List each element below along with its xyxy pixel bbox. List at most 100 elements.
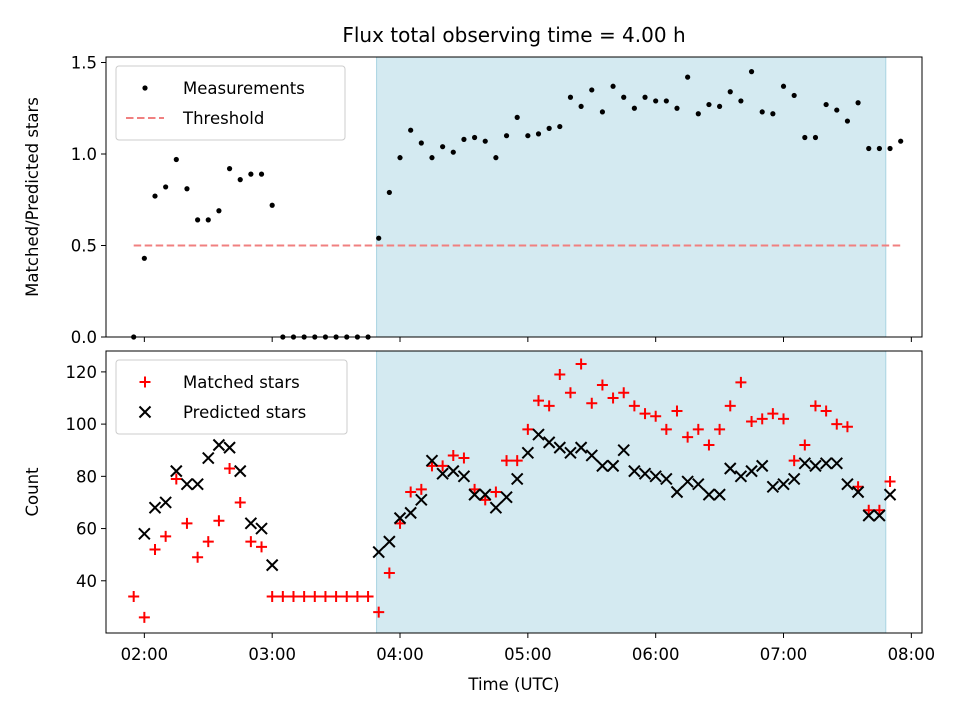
legend-label: Matched stars	[183, 373, 300, 392]
measurement-point	[482, 138, 488, 144]
predicted-stars-point	[138, 527, 151, 540]
matched-stars-point	[394, 517, 406, 529]
measurement-point	[514, 114, 520, 120]
matched-stars-point	[863, 504, 875, 516]
matched-stars-point	[213, 515, 225, 527]
x-tick-label: 04:00	[376, 645, 424, 664]
matched-stars-point	[309, 590, 321, 602]
matched-stars-point	[533, 395, 545, 407]
matched-stars-point	[543, 400, 555, 412]
measurement-point	[770, 111, 776, 117]
measurement-point	[226, 166, 233, 172]
x-tick-label: 05:00	[504, 645, 552, 664]
matched-stars-point	[437, 460, 449, 472]
matched-stars-point	[277, 590, 289, 602]
predicted-stars-point	[500, 491, 513, 504]
matched-stars-point	[522, 423, 534, 435]
matched-stars-point	[671, 405, 683, 417]
matched-stars-point	[202, 536, 214, 548]
matched-stars-point	[703, 439, 715, 451]
measurement-point	[471, 134, 478, 141]
predicted-stars-point	[830, 457, 843, 470]
predicted-stars-point	[223, 441, 236, 454]
measurement-point	[397, 155, 403, 161]
measurement-point	[589, 87, 595, 93]
predicted-stars-point	[244, 517, 258, 530]
matched-stars-point	[128, 590, 140, 602]
legend-label: Predicted stars	[183, 403, 306, 422]
measurement-point	[599, 109, 606, 115]
measurement-point	[269, 202, 275, 208]
measurement-point	[621, 94, 627, 100]
measurement-point	[386, 189, 392, 196]
predicted-stars-point	[564, 446, 577, 460]
matched-stars-point	[554, 369, 566, 380]
measurement-point	[780, 83, 787, 89]
predicted-stars-point	[819, 457, 833, 470]
plot-frame	[105, 350, 923, 634]
predicted-stars-point	[862, 509, 875, 522]
matched-stars-point	[682, 431, 694, 443]
observing-window-span	[376, 351, 886, 633]
y-tick-label: 0.5	[71, 236, 97, 255]
matched-stars-point	[607, 392, 619, 404]
measurement-point	[440, 144, 446, 150]
matched-stars-point	[287, 590, 299, 602]
chart-title: Flux total observing time = 4.00 h	[342, 23, 685, 47]
matched-stars-point	[650, 410, 662, 422]
matched-stars-point	[256, 541, 268, 553]
measurement-point	[663, 98, 669, 104]
predicted-stars-point	[798, 457, 812, 470]
legend-swatch	[139, 376, 151, 388]
predicted-stars-point	[596, 459, 609, 473]
predicted-stars-point	[724, 462, 737, 475]
predicted-stars-point	[851, 485, 865, 499]
predicted-stars-point	[159, 496, 172, 509]
matched-stars-point	[660, 423, 672, 435]
matched-stars-point	[458, 452, 470, 464]
predicted-stars-point	[809, 459, 822, 473]
legend-label: Measurements	[183, 79, 305, 98]
predicted-stars-point	[425, 454, 439, 467]
y-tick-label: 80	[76, 467, 97, 486]
measurement-point	[759, 109, 765, 115]
predicted-stars-point	[734, 470, 748, 483]
matched-stars-point	[735, 376, 747, 388]
predicted-stars-point	[766, 480, 780, 493]
matched-stars-point	[756, 413, 768, 425]
predicted-stars-point	[202, 451, 215, 465]
predicted-stars-point	[447, 464, 460, 478]
measurement-point	[887, 145, 893, 152]
measurement-point	[653, 98, 659, 104]
predicted-stars-point	[404, 506, 417, 520]
matched-stars-point	[809, 400, 821, 412]
y-tick-label: 0.0	[71, 328, 97, 347]
predicted-stars-point	[713, 488, 726, 501]
matched-stars-point	[138, 611, 150, 623]
matched-stars-point	[490, 486, 502, 498]
measurement-point	[493, 155, 499, 161]
matched-stars-point	[405, 486, 417, 498]
measurement-point	[812, 134, 819, 141]
legend-box	[115, 65, 346, 141]
predicted-stars-point	[841, 477, 854, 491]
measurement-point	[823, 101, 829, 108]
measurement-point	[535, 131, 542, 137]
predicted-stars-point	[702, 488, 716, 501]
matched-stars-point	[469, 483, 481, 495]
matched-stars-point	[192, 551, 204, 563]
ratio-panel: 0.0 0.5 1.0 1.5 Matched/Predicted stars Measu…	[23, 53, 923, 347]
y-tick-label: 100	[66, 415, 98, 434]
measurement-point	[791, 92, 797, 99]
count-panel: 40 60 80 100 120 02:00 03:00 04:00 05:00 06:00 07:…	[23, 350, 935, 664]
matched-stars-point	[266, 590, 278, 602]
y-axis-label: Count	[23, 467, 42, 517]
matched-stars-point	[639, 408, 651, 420]
measurement-point	[716, 103, 723, 110]
matched-stars-point	[596, 379, 608, 391]
matched-stars-point	[799, 439, 811, 451]
predicted-stars-point	[372, 545, 385, 559]
measurement-point	[738, 98, 744, 104]
measurement-point	[216, 208, 222, 214]
measurement-point	[898, 138, 904, 144]
